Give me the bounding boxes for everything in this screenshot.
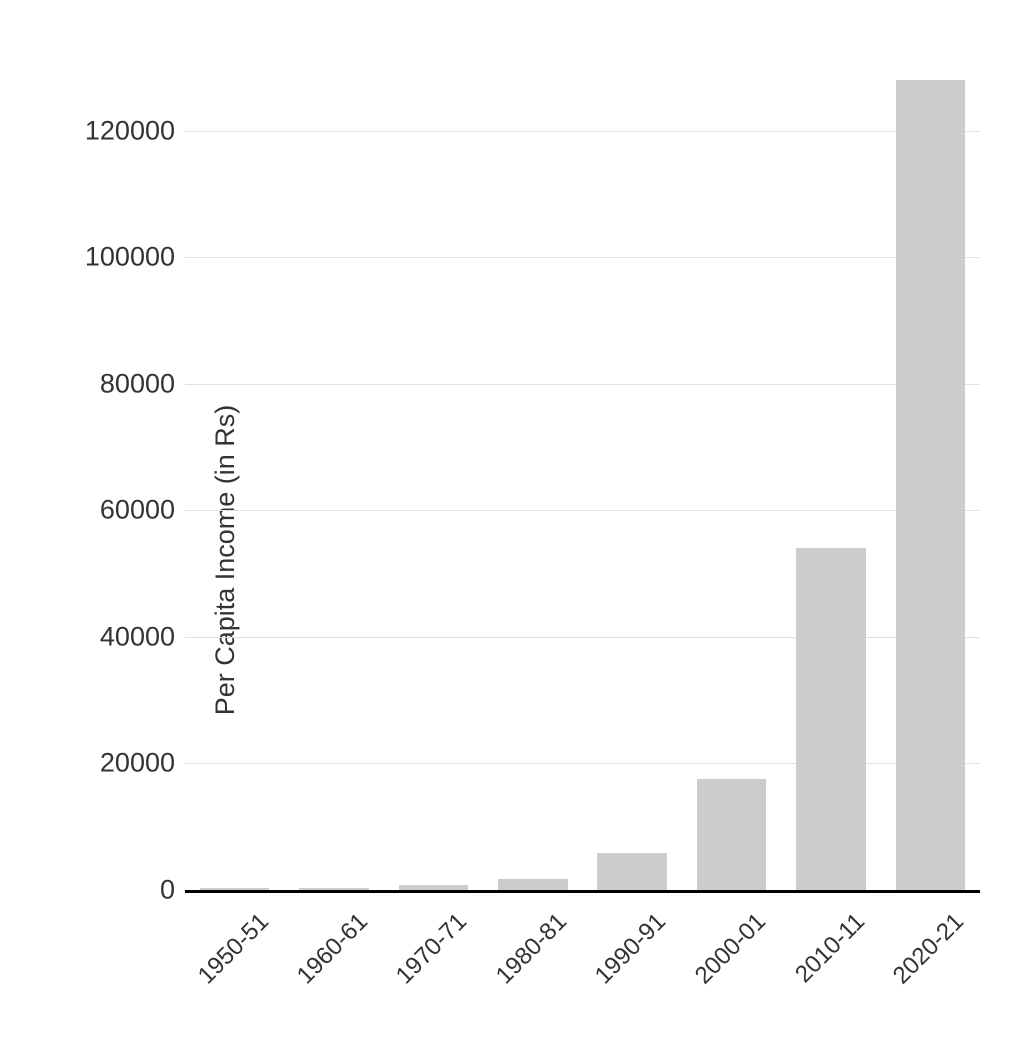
x-tick-label: 1960-61 bbox=[283, 908, 374, 999]
y-tick-label: 80000 bbox=[100, 368, 175, 399]
x-tick-label: 2000-01 bbox=[681, 908, 772, 999]
gridline bbox=[185, 131, 980, 132]
bar bbox=[399, 885, 469, 890]
bar bbox=[299, 888, 369, 890]
x-tick-label: 1970-71 bbox=[383, 908, 474, 999]
gridline bbox=[185, 510, 980, 511]
x-tick-label: 2020-21 bbox=[880, 908, 971, 999]
gridline bbox=[185, 257, 980, 258]
bar bbox=[200, 888, 270, 890]
x-tick-label: 1990-91 bbox=[581, 908, 672, 999]
y-tick-label: 20000 bbox=[100, 748, 175, 779]
chart-container: Per Capita Income (in Rs) 02000040000600… bbox=[60, 80, 980, 890]
gridline bbox=[185, 384, 980, 385]
bar bbox=[498, 879, 568, 890]
x-tick-label: 1950-51 bbox=[184, 908, 275, 999]
bar bbox=[597, 853, 667, 890]
y-tick-label: 120000 bbox=[85, 115, 175, 146]
y-tick-label: 0 bbox=[160, 875, 175, 906]
plot-area: 0200004000060000800001000001200001950-51… bbox=[185, 80, 980, 890]
bar bbox=[697, 779, 767, 890]
y-tick-label: 40000 bbox=[100, 621, 175, 652]
y-tick-label: 60000 bbox=[100, 495, 175, 526]
x-tick-label: 2010-11 bbox=[780, 908, 871, 999]
y-tick-label: 100000 bbox=[85, 242, 175, 273]
x-tick-label: 1980-81 bbox=[482, 908, 573, 999]
bar bbox=[796, 548, 866, 890]
bar bbox=[896, 80, 966, 890]
x-axis-baseline bbox=[185, 890, 980, 893]
